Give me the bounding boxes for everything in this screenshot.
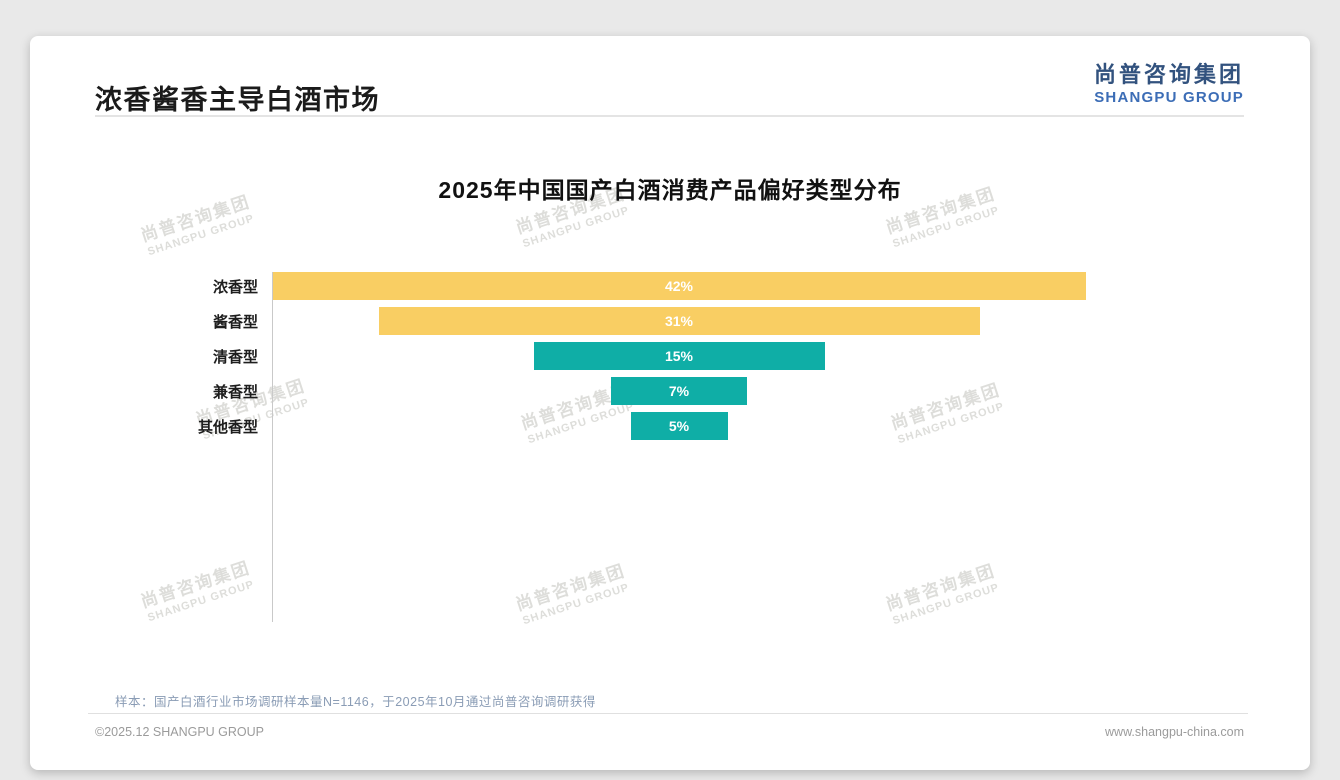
slide-footer: ©2025.12 SHANGPU GROUP www.shangpu-china… (95, 725, 1244, 739)
bar-track: 7% (272, 377, 1086, 405)
watermark: 尚普咨询集团 SHANGPU GROUP (512, 556, 632, 627)
bar-value-label: 7% (668, 383, 690, 399)
watermark-text-en: SHANGPU GROUP (146, 212, 256, 259)
watermark-text-cn: 尚普咨询集团 (513, 561, 628, 615)
bar-track: 31% (272, 307, 1086, 335)
watermark: 尚普咨询集团 SHANGPU GROUP (882, 556, 1002, 627)
watermark-text-cn: 尚普咨询集团 (138, 558, 253, 612)
bar-value-label: 5% (668, 418, 690, 434)
bar-value-label: 42% (664, 278, 694, 294)
page-title: 浓香酱香主导白酒市场 (95, 85, 380, 115)
bar-chart: 浓香型 42% 酱香型 31% 清香型 15% 兼香型 7% 其他香型 5% (107, 272, 1086, 622)
bar-row: 其他香型 5% (107, 412, 1086, 440)
footer-website: www.shangpu-china.com (1105, 725, 1244, 739)
watermark-text-en: SHANGPU GROUP (891, 581, 1001, 628)
category-label: 清香型 (212, 348, 258, 366)
slide-header: 浓香酱香主导白酒市场 尚普咨询集团 SHANGPU GROUP (95, 62, 1244, 117)
bar-track: 15% (272, 342, 1086, 370)
bar-track: 5% (272, 412, 1086, 440)
logo-text-en: SHANGPU GROUP (1094, 89, 1244, 107)
logo-text-cn: 尚普咨询集团 (1093, 62, 1244, 87)
bar-row: 浓香型 42% (107, 272, 1086, 300)
category-label: 其他香型 (197, 418, 258, 436)
watermark-text-en: SHANGPU GROUP (891, 204, 1001, 251)
bar: 31% (378, 307, 980, 335)
watermark-text-en: SHANGPU GROUP (521, 204, 631, 251)
bar-value-label: 15% (664, 348, 694, 364)
bar: 7% (611, 377, 747, 405)
watermark-text-cn: 尚普咨询集团 (883, 561, 998, 615)
title-divider (95, 115, 1244, 117)
bar-chart-rows: 浓香型 42% 酱香型 31% 清香型 15% 兼香型 7% 其他香型 5% (107, 272, 1086, 440)
category-label: 酱香型 (212, 313, 258, 331)
bar: 15% (533, 342, 825, 370)
bar-value-label: 31% (664, 313, 694, 329)
footer-copyright: ©2025.12 SHANGPU GROUP (95, 725, 264, 739)
bar-track: 42% (272, 272, 1086, 300)
company-logo: 尚普咨询集团 SHANGPU GROUP (1094, 62, 1244, 107)
watermark: 尚普咨询集团 SHANGPU GROUP (137, 553, 257, 624)
bar: 42% (272, 272, 1086, 300)
category-label: 浓香型 (212, 278, 258, 296)
watermark-text-en: SHANGPU GROUP (146, 578, 256, 625)
bar-row: 兼香型 7% (107, 377, 1086, 405)
bar-row: 酱香型 31% (107, 307, 1086, 335)
footer-divider (88, 713, 1248, 714)
y-axis-line (272, 272, 273, 622)
sample-note: 样本：国产白酒行业市场调研样本量N=1146，于2025年10月通过尚普咨询调研… (115, 695, 596, 709)
category-label: 兼香型 (212, 383, 258, 401)
bar: 5% (630, 412, 728, 440)
watermark-text-en: SHANGPU GROUP (521, 581, 631, 628)
bar-row: 清香型 15% (107, 342, 1086, 370)
slide: 尚普咨询集团 SHANGPU GROUP 尚普咨询集团 SHANGPU GROUP 尚普… (30, 36, 1310, 770)
chart-title: 2025年中国国产白酒消费产品偏好类型分布 (438, 177, 902, 203)
